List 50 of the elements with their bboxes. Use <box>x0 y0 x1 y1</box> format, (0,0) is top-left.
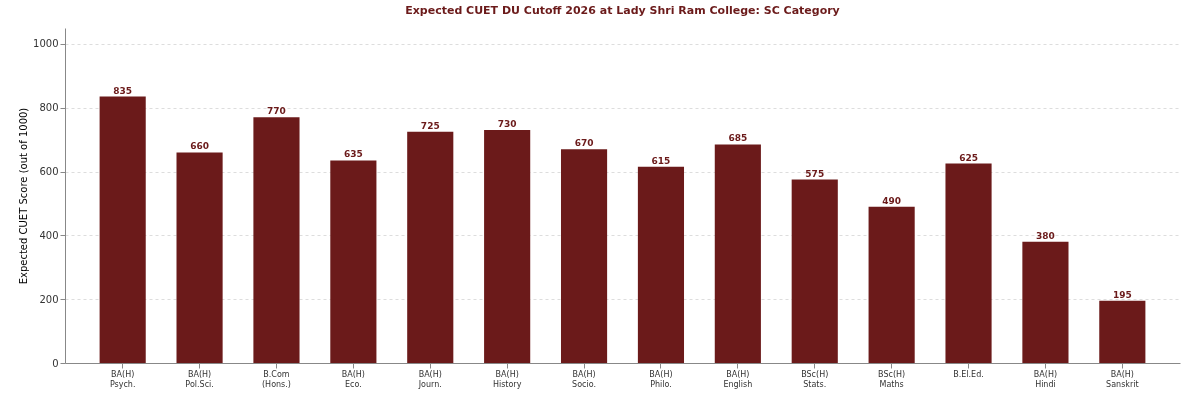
bar <box>1022 241 1069 363</box>
y-tick-label: 600 <box>39 166 59 178</box>
bar <box>560 149 608 363</box>
bar <box>791 179 838 363</box>
bar <box>714 144 761 363</box>
y-tick-label: 400 <box>39 229 59 241</box>
x-tick-label: B.Com (Hons.) <box>262 369 291 389</box>
data-label: 725 <box>420 120 440 131</box>
x-tick-label: BA(H) Psych. <box>109 369 136 389</box>
bar <box>253 117 300 363</box>
bar <box>484 130 531 363</box>
chart-title: Expected CUET DU Cutoff 2026 at Lady Shri Ram College: SC Category <box>405 4 840 17</box>
x-tick-label: BA(H) Pol.Sci. <box>185 369 214 389</box>
x-tick-label: BA(H) Socio. <box>572 369 596 389</box>
x-tick-label: BA(H) English <box>723 369 753 389</box>
x-tick-label: BA(H) Hindi <box>1033 369 1058 389</box>
y-tick-label: 200 <box>39 293 59 305</box>
bar <box>176 152 223 363</box>
data-label: 685 <box>728 133 748 144</box>
bar <box>868 206 915 363</box>
y-axis-title: Expected CUET Score (out of 1000) <box>18 107 30 285</box>
y-tick-label: 0 <box>52 357 59 369</box>
bar <box>99 96 146 363</box>
bar <box>330 160 377 363</box>
bar <box>407 131 454 363</box>
y-tick-label: 800 <box>39 102 59 114</box>
data-label: 835 <box>113 85 133 96</box>
bar <box>637 166 685 363</box>
data-label: 195 <box>1112 289 1132 300</box>
data-label: 625 <box>959 152 978 163</box>
data-label: 575 <box>805 168 825 179</box>
data-label: 635 <box>343 149 363 160</box>
bar <box>945 163 992 363</box>
x-tick-label: BA(H) Journ. <box>417 369 442 389</box>
data-label: 660 <box>190 141 209 152</box>
x-tick-label: B.El.Ed. <box>953 369 984 379</box>
data-label: 380 <box>1036 230 1055 241</box>
x-tick-label: BA(H) History <box>492 369 522 389</box>
data-label: 615 <box>651 155 671 166</box>
x-tick-label: BA(H) Eco. <box>341 369 365 389</box>
data-label: 730 <box>497 119 517 130</box>
data-label: 770 <box>267 106 286 117</box>
x-tick-label: BSc(H) Stats. <box>801 369 829 389</box>
x-tick-label: BSc(H) Maths <box>878 369 906 389</box>
y-tick-label: 1000 <box>33 38 59 50</box>
x-tick-label: BA(H) Philo. <box>649 369 673 389</box>
bar <box>1099 300 1146 363</box>
data-label: 670 <box>574 138 594 149</box>
data-label: 490 <box>882 195 902 206</box>
x-tick-label: BA(H) Sanskrit <box>1106 369 1139 389</box>
